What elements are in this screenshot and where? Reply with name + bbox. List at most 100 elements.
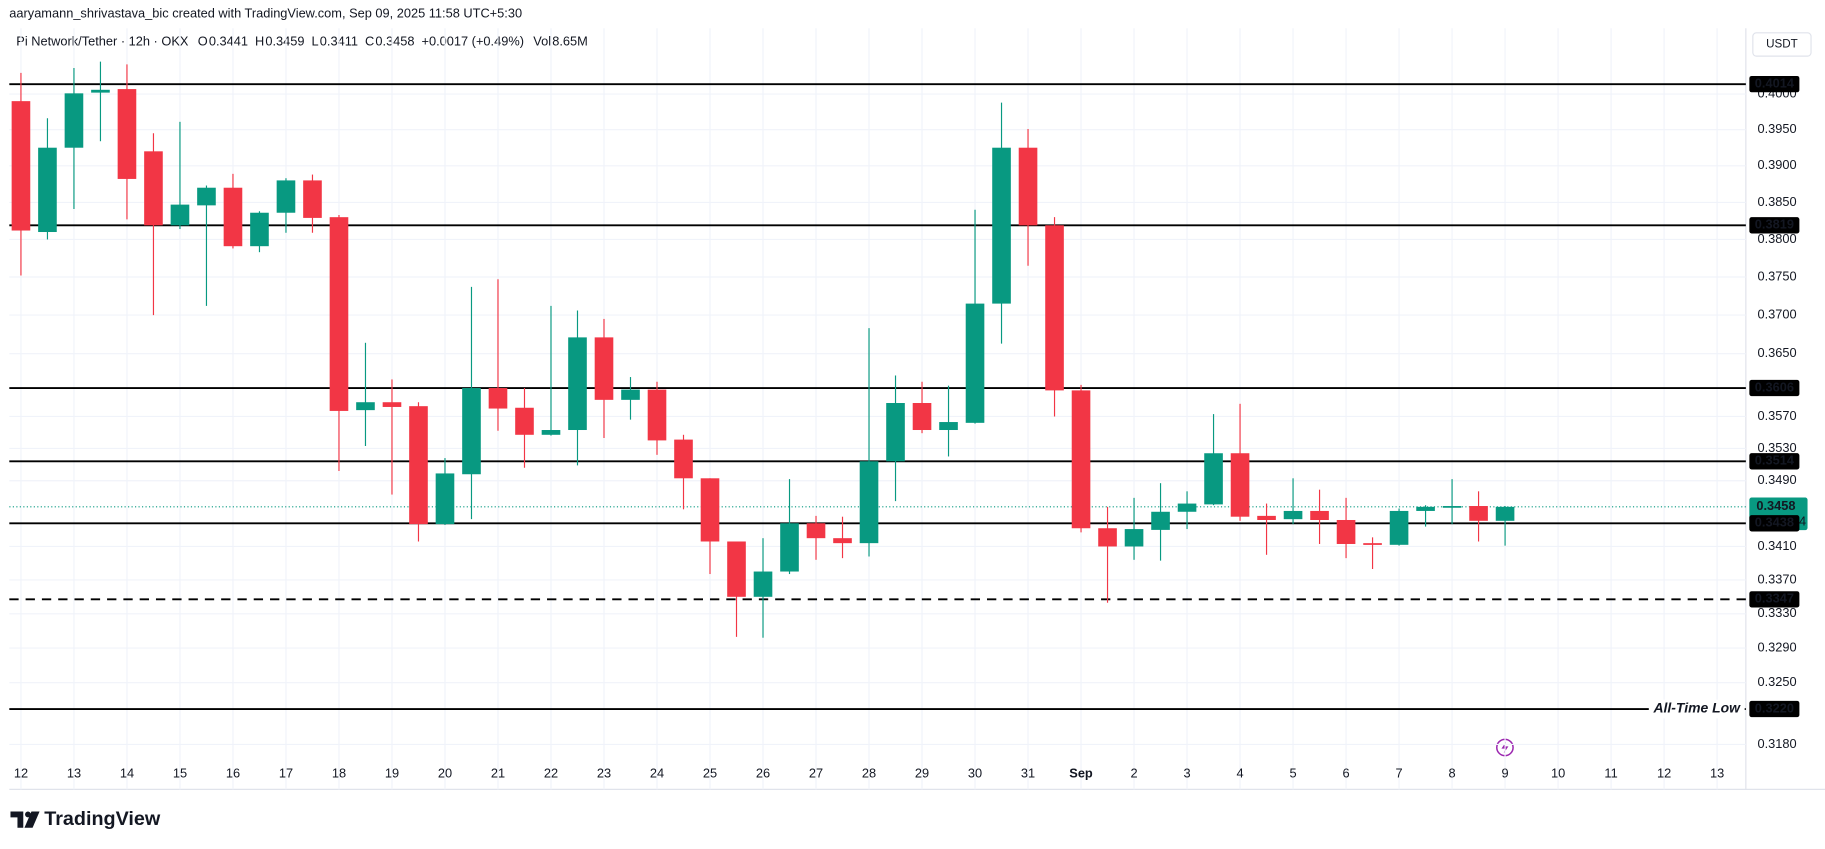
legend-key: O	[198, 34, 208, 49]
level-label-box	[1749, 75, 1800, 93]
candle-body	[1389, 510, 1409, 545]
x-tick-label: 23	[597, 766, 611, 781]
level-label-box	[1749, 515, 1800, 532]
symbol: Pi Network/Tether · 12h · OKX	[16, 34, 189, 49]
level-label: 0.3438	[1755, 515, 1794, 530]
candle-body	[568, 337, 587, 431]
x-tick-label: 28	[862, 766, 876, 781]
candle-body	[1363, 543, 1382, 545]
x-tick-label: 10	[1551, 766, 1565, 781]
y-tick-label: 0.3290	[1757, 639, 1796, 654]
y-tick-label: 0.3650	[1757, 345, 1796, 360]
x-tick-label: 14	[120, 766, 134, 781]
x-tick-label: 3	[1183, 766, 1190, 781]
candle-body	[833, 538, 852, 544]
candle-body	[223, 187, 243, 247]
candle-body	[91, 89, 110, 93]
candle-body	[806, 523, 826, 539]
x-tick-label: 29	[915, 766, 929, 781]
x-tick-label: 4	[1236, 766, 1243, 781]
level-label-box	[1749, 591, 1800, 608]
candle-body	[117, 89, 137, 179]
x-tick-label: 31	[1021, 766, 1035, 781]
candle-body	[621, 389, 640, 400]
level-label-box	[1749, 453, 1800, 470]
y-tick-label: 0.3330	[1757, 605, 1796, 620]
level-label: 0.3819	[1755, 217, 1794, 232]
y-tick-label: 0.3850	[1757, 194, 1796, 209]
candle-body	[382, 402, 402, 407]
candle-body	[356, 402, 375, 411]
candle-body	[753, 571, 773, 597]
x-tick-label: 11	[1604, 766, 1617, 781]
candle-body	[488, 388, 508, 409]
x-tick-label: 20	[438, 766, 452, 781]
level-label: 0.3220	[1755, 700, 1794, 715]
y-tick-label: 0.3800	[1757, 231, 1796, 246]
candle-body	[515, 407, 534, 435]
legend-value: 0.3459	[265, 34, 304, 49]
x-tick-label: Sep	[1069, 766, 1093, 781]
candle-body	[11, 101, 31, 231]
x-tick-label: 18	[332, 766, 346, 781]
x-tick-label: 5	[1289, 766, 1296, 781]
y-tick-label: 0.3950	[1757, 121, 1796, 136]
x-tick-label: 2	[1130, 766, 1137, 781]
legend-value: 0.3458	[375, 34, 414, 49]
candle-body	[197, 187, 216, 206]
candle-body	[700, 478, 720, 542]
level-label: 0.3514	[1755, 453, 1795, 468]
x-tick-label: 15	[173, 766, 187, 781]
x-tick-label: 13	[67, 766, 81, 781]
x-tick-label: 19	[385, 766, 399, 781]
candle-body	[647, 389, 667, 441]
brand-logo	[10, 811, 40, 828]
level-label-box	[1749, 700, 1800, 718]
candle-body	[859, 461, 879, 544]
candle-body	[329, 217, 349, 411]
y-tick-label: 0.3490	[1757, 472, 1796, 487]
candle-body	[965, 303, 985, 423]
candle-body	[1204, 453, 1223, 505]
level-label: 0.4014	[1755, 76, 1795, 91]
candle-body	[727, 541, 746, 597]
candle-body	[1469, 506, 1488, 521]
candle-body	[594, 337, 614, 400]
x-tick-label: 7	[1395, 766, 1402, 781]
candle-body	[1416, 506, 1435, 511]
candle-body	[1124, 529, 1144, 547]
x-tick-label: 12	[14, 766, 28, 781]
candle-body	[144, 151, 163, 226]
level-label: 0.3606	[1755, 379, 1794, 394]
candle-body	[541, 430, 561, 435]
y-tick-label: 0.3410	[1757, 538, 1796, 553]
candle-body	[1495, 506, 1515, 521]
candle-body	[1071, 390, 1091, 529]
x-tick-label: 16	[226, 766, 240, 781]
x-tick-label: 27	[809, 766, 823, 781]
level-note-bg	[1648, 699, 1745, 719]
legend-key: C	[365, 34, 374, 49]
legend-key: H	[255, 34, 264, 49]
currency-box	[1752, 32, 1812, 57]
candle-body	[64, 93, 84, 148]
credit: aaryamann_shrivastava_bic created with T…	[9, 6, 522, 21]
candle-body	[674, 439, 693, 479]
y-tick-label: 0.3530	[1757, 440, 1796, 455]
legend-change: +0.0017 (+0.49%)	[422, 34, 524, 49]
candle-body	[939, 422, 958, 431]
candle-body	[409, 406, 428, 525]
x-tick-label: 24	[650, 766, 664, 781]
x-tick-label: 21	[491, 766, 505, 781]
brand-name: TradingView	[44, 808, 161, 830]
legend-value: 8.65M	[552, 34, 588, 49]
candle-body	[250, 212, 269, 247]
candle-body	[303, 180, 322, 218]
candle-body	[1098, 528, 1117, 547]
candle-body	[276, 180, 296, 213]
candle-body	[1230, 453, 1250, 517]
candle-body	[886, 403, 905, 462]
